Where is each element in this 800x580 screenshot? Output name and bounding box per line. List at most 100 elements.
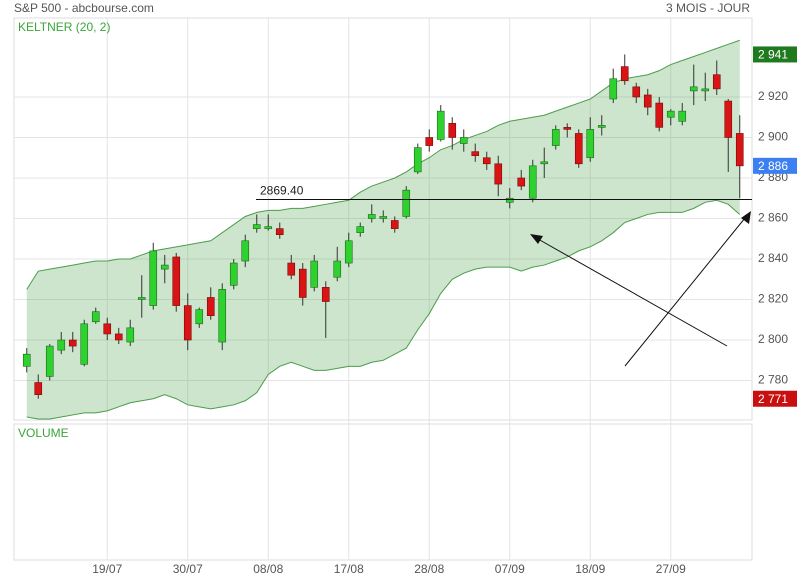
volume-panel [13,423,753,561]
candle-body [494,163,503,185]
candle-body [701,88,710,92]
candle-body [252,224,261,229]
candle-body [206,297,215,317]
candle-body [528,165,537,199]
annotations: 2869.40 [256,184,752,367]
candle-body [137,297,146,300]
candle-body [563,127,572,130]
candle-body [160,264,169,270]
x-tick-label: 28/08 [414,562,444,576]
candle-body [183,305,192,341]
candle-body [34,382,43,395]
price-tag-label: 2 886 [758,159,788,173]
x-tick-label: 07/09 [495,562,525,576]
price-tag [753,390,797,407]
candle-body [80,323,89,365]
candle-body [666,110,675,118]
candle-body [643,94,652,108]
candle-body [241,240,250,262]
candle-body [321,287,330,302]
price-tag-label: 2 941 [758,48,788,62]
candle-body [91,311,100,323]
candle-body [103,323,112,335]
candle-body [195,309,204,325]
y-tick-label: 2 900 [758,130,788,144]
y-tick-label: 2 860 [758,211,788,225]
arrow-line [624,217,746,367]
candle-body [68,339,77,347]
candle-body [436,110,445,140]
candle-body [114,333,123,341]
candle-body [367,214,376,219]
candle-body [620,66,629,82]
period-label: 3 MOIS - JOUR [666,1,750,15]
candle-body [517,177,526,187]
price-tag-label: 2 771 [758,392,788,406]
candle-body [229,262,238,286]
candle-body [390,220,399,229]
candle-body [57,339,66,351]
candle-body [264,226,273,229]
candle-body [425,137,434,146]
x-tick-label: 17/08 [334,562,364,576]
x-tick-label: 18/09 [575,562,605,576]
y-tick-label: 2 840 [758,251,788,265]
grid [14,18,752,560]
price-tag [753,46,797,63]
y-tick-label: 2 920 [758,89,788,103]
price-tag [753,157,797,174]
candle-body [482,157,491,165]
candle-body [574,133,583,165]
candle-body [609,78,618,100]
candle-body [413,147,422,173]
level-label: 2869.40 [260,184,304,198]
volume-label: VOLUME [18,426,69,440]
y-tick-label: 2 780 [758,373,788,387]
candle-body [218,289,227,343]
candle-body [459,137,468,144]
candle-body [597,125,606,128]
y-tick-label: 2 800 [758,332,788,346]
candle-body [379,216,388,219]
candle-body [126,327,135,343]
arrow-head [530,234,543,244]
x-tick-label: 27/09 [656,562,686,576]
candle-body [540,161,549,165]
candle-body [735,133,744,167]
band-lower [26,199,741,420]
price-panel [13,17,753,421]
candle-body [712,74,721,90]
band-upper [26,39,740,290]
band-fill [26,40,740,419]
candle-body [632,86,641,98]
candle-body [689,86,698,92]
x-tick-label: 30/07 [173,562,203,576]
x-tick-label: 08/08 [253,562,283,576]
source-title: S&P 500 - abcbourse.com [14,1,154,15]
candle-body [471,151,480,157]
candle-body [586,129,595,159]
x-tick-label: 19/07 [92,562,122,576]
candle-body [448,123,457,138]
candle-body [287,262,296,276]
candle-body [149,250,158,306]
candle-body [298,268,307,298]
arrow-head [741,211,751,224]
candle-body [402,189,411,217]
candle-body [724,100,733,138]
candles [22,54,744,399]
keltner-band [26,39,741,420]
candle-body [551,129,560,146]
candle-body [333,260,342,278]
candle-body [275,228,284,235]
candle-body [344,240,353,264]
arrow-line [537,238,728,347]
candle-body [356,226,365,233]
candle-body [655,102,664,128]
candle-body [172,256,181,306]
candle-body [22,353,31,367]
candle-body [505,197,514,203]
indicator-label: KELTNER (20, 2) [18,20,110,34]
